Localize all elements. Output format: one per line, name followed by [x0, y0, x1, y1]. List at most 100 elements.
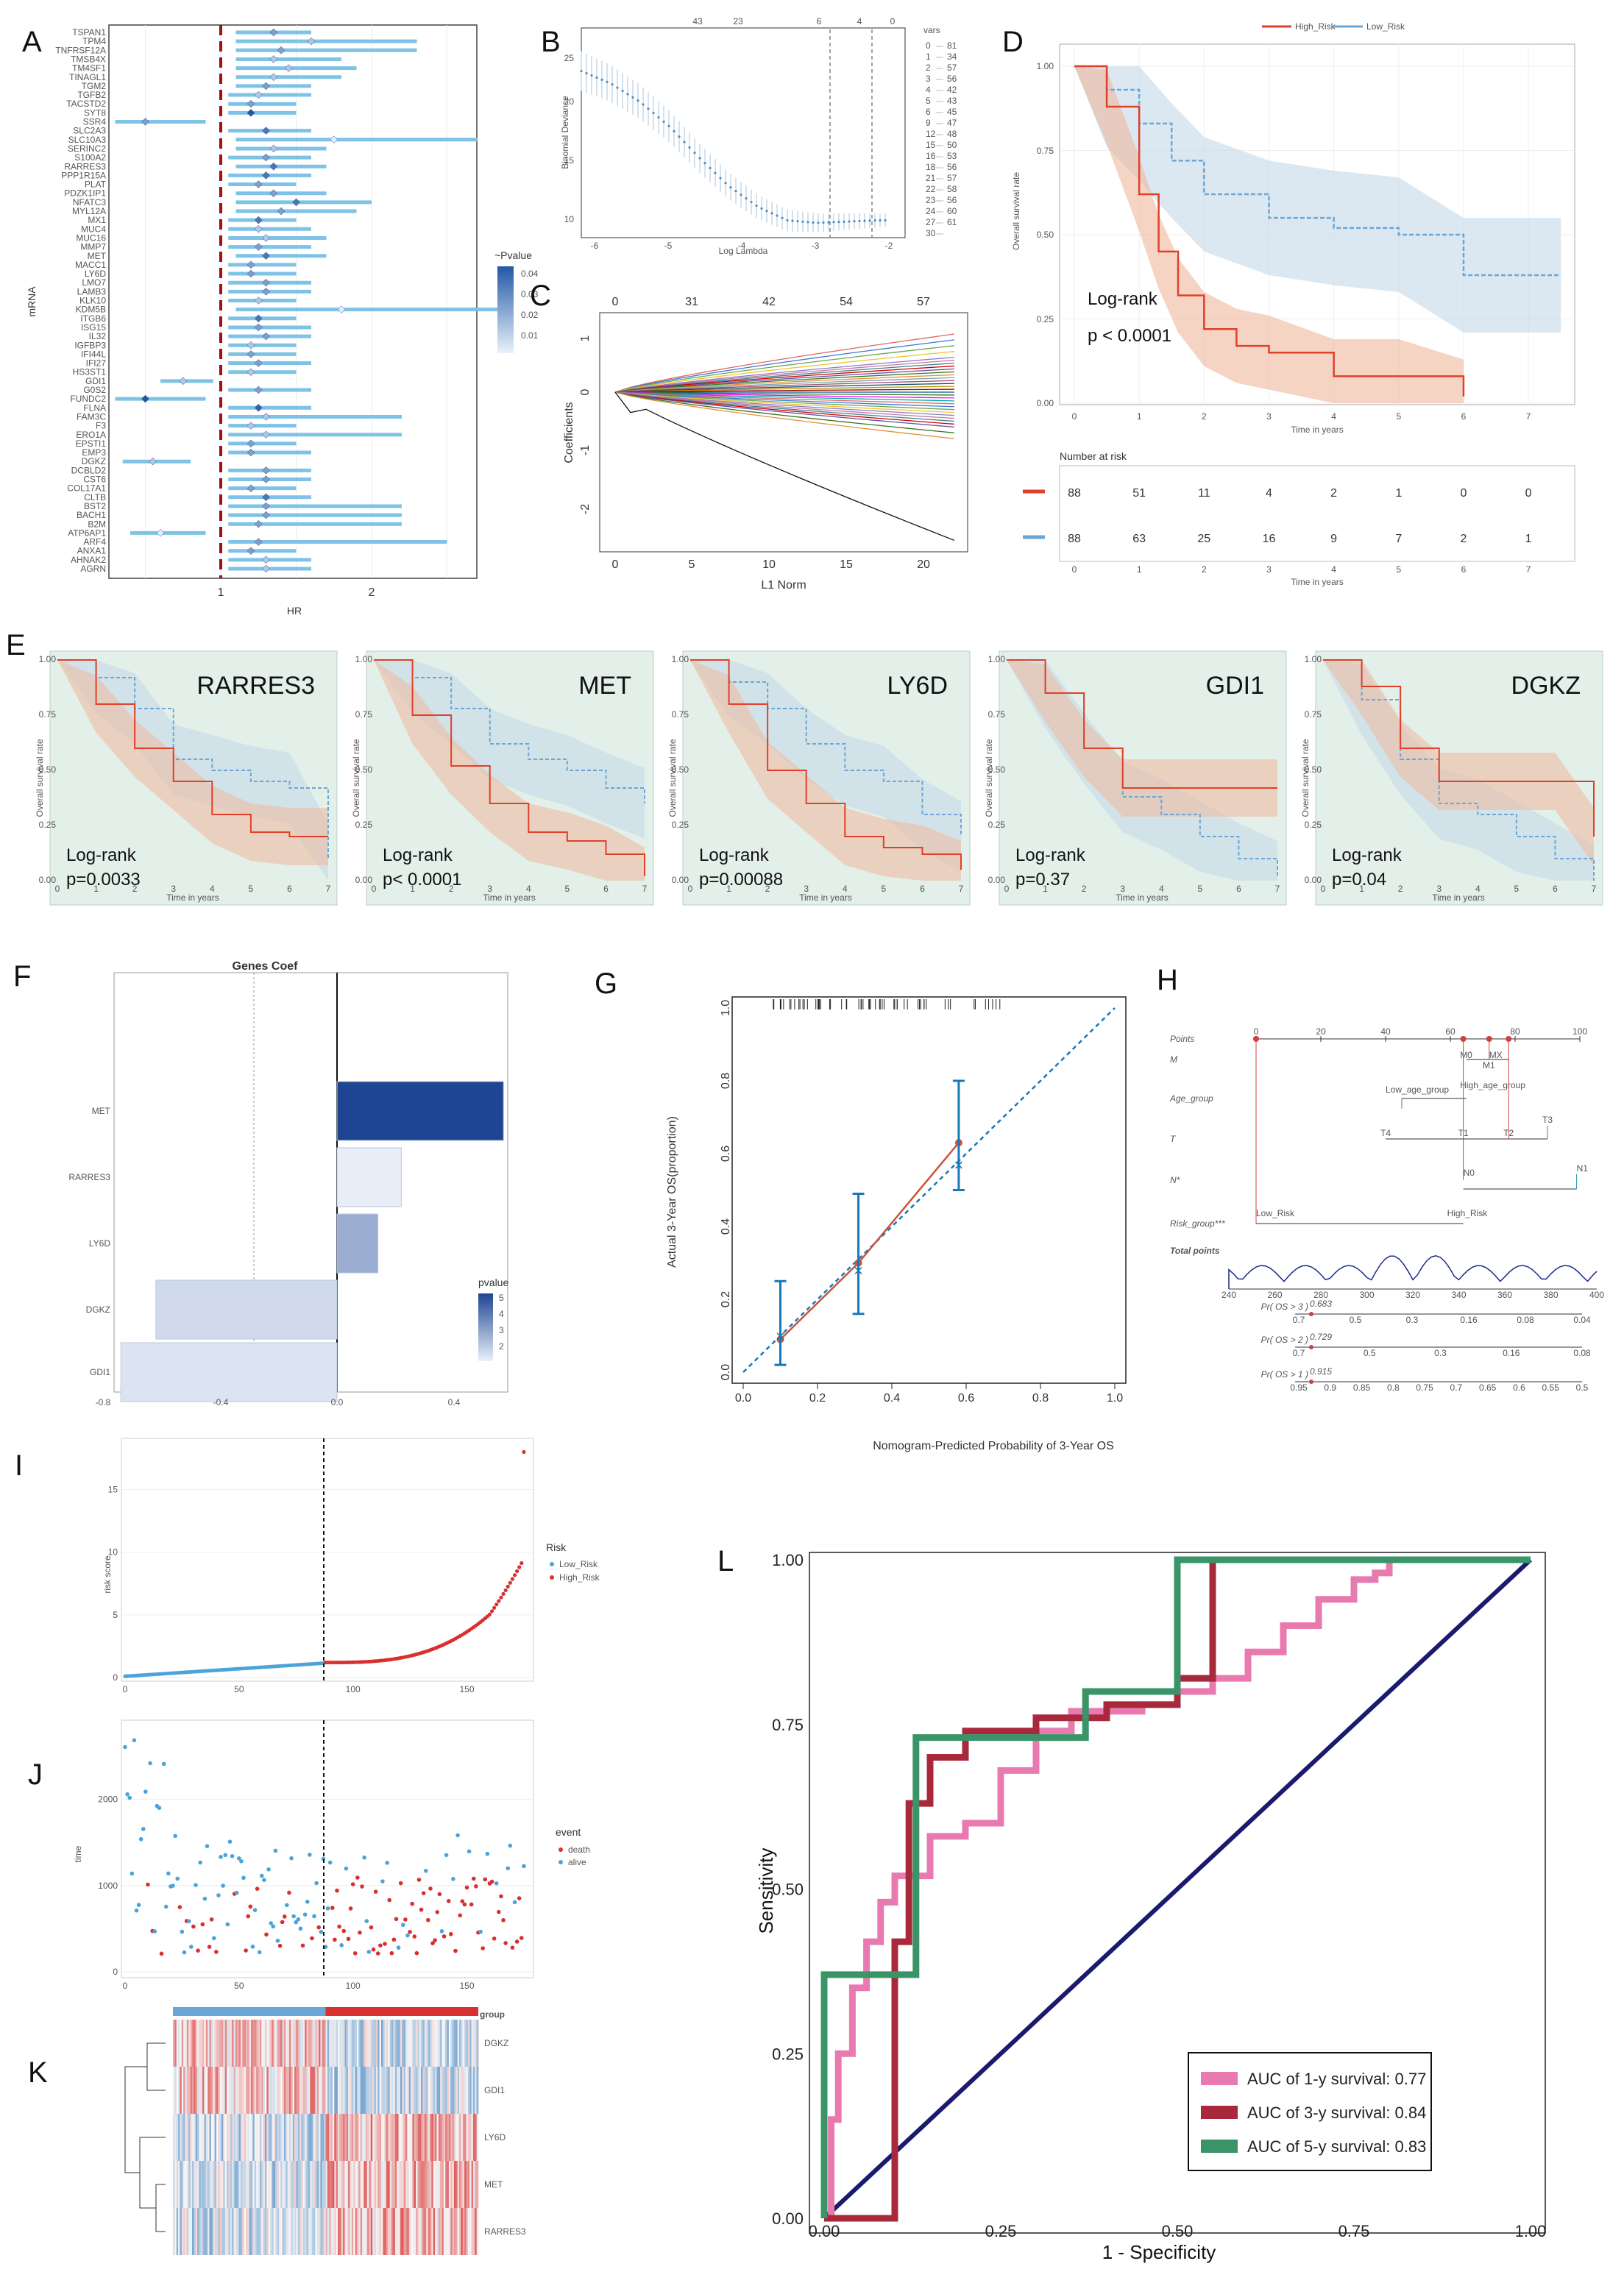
panel-k-heat-cell — [261, 2114, 263, 2161]
panel-h-prob-point — [1309, 1380, 1313, 1384]
panel-d-risk-xtick: 4 — [1331, 564, 1336, 575]
panel-k-heat-cell — [336, 2161, 338, 2208]
panel-k-heat-cell — [398, 2161, 401, 2208]
panel-k-heat-cell — [244, 2208, 247, 2255]
panel-k-heat-cell — [230, 2208, 233, 2255]
panel-k-heat-cell — [228, 2020, 231, 2067]
panel-k-heat-cell — [350, 2161, 352, 2208]
panel-k-heat-cell — [181, 2208, 184, 2255]
panel-k-heat-cell — [256, 2067, 258, 2114]
panel-e-xtick: 2 — [765, 884, 770, 894]
panel-k-heat-cell — [288, 2161, 291, 2208]
panel-j-time-point — [350, 1882, 355, 1886]
panel-k-heat-cell — [210, 2114, 213, 2161]
panel-j-time-point — [285, 1903, 289, 1908]
panel-k-heat-cell — [324, 2067, 326, 2114]
panel-e-xtick: 2 — [449, 884, 454, 894]
panel-k-heat-cell — [450, 2161, 453, 2208]
panel-h-points-tick-label: 100 — [1572, 1026, 1587, 1037]
panel-j-time-point — [225, 1922, 230, 1927]
panel-a-gene-label: DGKZ — [82, 456, 106, 466]
panel-k-heat-cell — [313, 2114, 316, 2161]
panel-k-heat-cell — [422, 2208, 425, 2255]
panel-k-heat-cell — [339, 2208, 342, 2255]
panel-k-heat-cell — [343, 2114, 345, 2161]
panel-k-heat-cell — [247, 2114, 250, 2161]
panel-l-roc: 0.000.000.250.250.500.500.750.751.001.00 — [772, 1551, 1546, 2240]
panel-k-heat-cell — [282, 2114, 285, 2161]
panel-h: H PointsMAge_groupTN*Risk_group***Total … — [1157, 964, 1604, 1393]
panel-h-prob-label: Pr( OS > 1 ) — [1261, 1369, 1308, 1380]
panel-b-legend-index: 9 — [926, 118, 931, 128]
panel-k-heat-cell — [435, 2114, 437, 2161]
panel-k-heat-cell — [223, 2067, 226, 2114]
panel-h-prob-tick: 0.3 — [1406, 1315, 1419, 1325]
panel-a-gene-label: SLC10A3 — [68, 135, 107, 145]
panel-k-heat-cell — [394, 2208, 397, 2255]
panel-k-heat-cell — [380, 2020, 383, 2067]
panel-k-heat-cell — [230, 2114, 233, 2161]
panel-j-time-point — [257, 1950, 262, 1955]
panel-k-heat-cell — [221, 2020, 224, 2067]
panel-e-ytick: 0.25 — [672, 820, 689, 830]
panel-b-legend-index: 23 — [926, 195, 936, 205]
panel-l-roc-3y — [824, 1556, 1531, 2222]
panel-k-heat-cell — [191, 2067, 194, 2114]
panel-j-time-point — [255, 1886, 260, 1891]
panel-k-heat-cell — [472, 2161, 475, 2208]
panel-a-hr-point — [262, 430, 270, 439]
panel-e-xtick: 0 — [1004, 884, 1010, 894]
panel-b-cv-point — [853, 220, 856, 223]
panel-k-heat-cell — [405, 2161, 408, 2208]
panel-d-risk-low-count: 88 — [1068, 533, 1081, 545]
panel-k-heat-cell — [452, 2208, 455, 2255]
panel-k-heat-cell — [228, 2067, 231, 2114]
panel-h-points-tick-label: 80 — [1510, 1026, 1520, 1037]
panel-k-heat-cell — [369, 2161, 372, 2208]
panel-b-legend-value: 53 — [947, 151, 957, 161]
panel-a-gene-label: HS3ST1 — [73, 367, 107, 377]
panel-k-heat-cell — [393, 2067, 396, 2114]
panel-i-risk-point — [510, 1577, 515, 1581]
panel-k-heat-cell — [202, 2161, 205, 2208]
panel-a-hr-point — [247, 108, 255, 117]
panel-k-heat-cell — [388, 2114, 391, 2161]
panel-k-heat-cell — [249, 2067, 252, 2114]
panel-k-heat-cell — [412, 2208, 415, 2255]
panel-h-prob-tick: 0.04 — [1573, 1315, 1591, 1325]
panel-k-heat-cell — [320, 2161, 323, 2208]
panel-k-heat-cell — [389, 2020, 392, 2067]
panel-b-cv-point — [590, 74, 593, 77]
panel-l-legend-5y: AUC of 5-y survival: 0.83 — [1247, 2137, 1426, 2156]
panel-k-heat-cell — [452, 2114, 455, 2161]
panel-d-low-ci-band — [1074, 66, 1561, 333]
panel-k-heat-cell — [327, 2161, 330, 2208]
panel-c-coef-path — [614, 391, 954, 399]
panel-j-time-point — [246, 1914, 251, 1919]
panel-k-heat-cell — [457, 2114, 460, 2161]
panel-k-heat-cell — [426, 2067, 428, 2114]
panel-k-heat-cell — [436, 2067, 439, 2114]
panel-k-heat-cell — [283, 2161, 286, 2208]
panel-b-legend-value: 47 — [947, 118, 957, 128]
panel-k-heat-cell — [440, 2020, 442, 2067]
panel-k-heat-cell — [218, 2114, 220, 2161]
panel-k-heat-cell — [256, 2020, 258, 2067]
panel-k-heat-cell — [311, 2161, 314, 2208]
panel-k-heat-cell — [210, 2208, 213, 2255]
panel-f-legend-tick-2: 4 — [499, 1309, 504, 1319]
panel-k-heat-cell — [294, 2067, 297, 2114]
panel-j-legend-alive: alive — [568, 1857, 586, 1867]
panel-k-heat-cell — [364, 2208, 366, 2255]
panel-b-cv-point — [822, 221, 825, 224]
panel-d-risk-high-count: 51 — [1132, 487, 1146, 500]
panel-a-hr-point — [330, 135, 338, 144]
panel-d-risk-xtick: 3 — [1266, 564, 1272, 575]
panel-e-xtick: 0 — [55, 884, 60, 894]
panel-a-hr-point — [247, 422, 255, 430]
panel-k-heat-cell — [467, 2161, 470, 2208]
panel-k-heat-cell — [367, 2161, 369, 2208]
panel-k-heat-cell — [227, 2208, 229, 2255]
panel-b-legend-value: 56 — [947, 74, 957, 84]
panel-f-legend-title: pvalue — [478, 1277, 508, 1288]
